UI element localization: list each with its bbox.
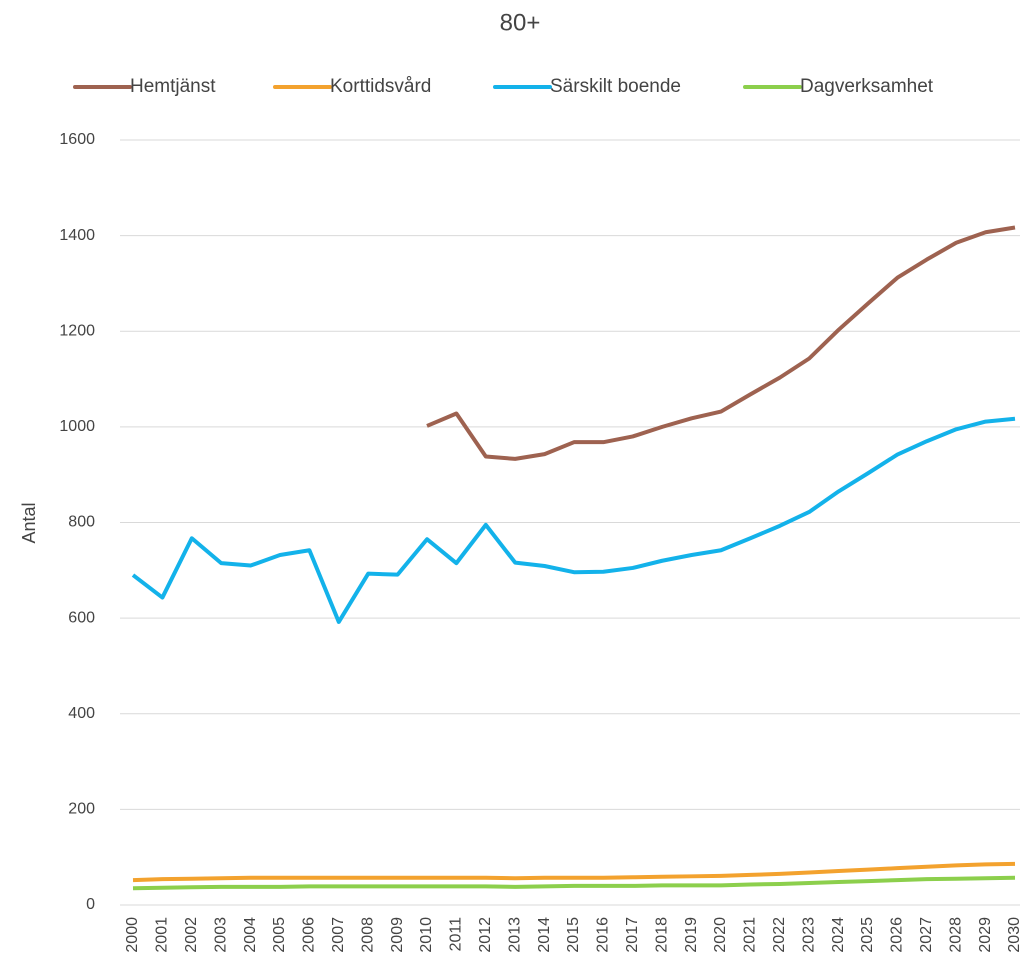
x-tick-label: 2015 [565,917,582,953]
x-tick-label: 2026 [889,917,906,953]
legend-label: Dagverksamhet [800,76,934,97]
x-tick-label: 2008 [359,917,376,953]
x-tick-label: 2011 [448,917,465,952]
x-tick-label: 2025 [859,917,876,953]
y-tick-label: 1400 [59,227,95,244]
y-tick-label: 200 [68,801,95,818]
series-line [426,225,1016,461]
x-tick-label: 2023 [800,917,817,953]
x-tick-label: 2001 [154,917,171,953]
series-line [132,875,1016,891]
x-tick-label: 2019 [683,917,700,953]
x-tick-label: 2029 [977,917,994,953]
chart-title: 80+ [500,9,541,36]
x-tick-label: 2002 [183,917,200,953]
x-tick-label: 2022 [771,917,788,953]
x-tick-label: 2009 [389,917,406,953]
legend-label: Särskilt boende [550,76,681,97]
x-tick-label: 2000 [124,917,141,953]
x-tick-label: 2018 [653,917,670,953]
y-tick-label: 1600 [59,131,95,148]
x-tick-label: 2005 [271,917,288,953]
legend-label: Hemtjänst [130,76,216,97]
x-tick-label: 2003 [212,917,229,953]
x-tick-label: 2027 [918,917,935,953]
y-tick-label: 400 [68,705,95,722]
x-tick-label: 2004 [242,917,259,953]
x-tick-label: 2024 [830,917,847,953]
x-tick-label: 2010 [418,917,435,953]
y-tick-label: 0 [86,896,95,913]
x-tick-label: 2007 [330,917,347,953]
x-tick-label: 2013 [506,917,523,953]
x-tick-label: 2020 [712,917,729,953]
x-tick-label: 2012 [477,917,494,953]
x-tick-label: 2021 [742,917,759,953]
y-tick-label: 600 [68,609,95,626]
series-line [131,416,1016,624]
x-tick-label: 2028 [947,917,964,953]
series-line [132,861,1016,883]
x-tick-label: 2006 [301,917,318,953]
legend-label: Korttidsvård [330,76,431,97]
x-tick-label: 2030 [1006,917,1023,953]
y-tick-label: 1000 [59,418,95,435]
y-axis-label: Antal [19,502,39,543]
x-tick-label: 2014 [536,917,553,953]
y-tick-label: 800 [68,514,95,531]
x-tick-label: 2017 [624,917,641,953]
x-tick-label: 2016 [595,917,612,953]
y-tick-label: 1200 [59,322,95,339]
